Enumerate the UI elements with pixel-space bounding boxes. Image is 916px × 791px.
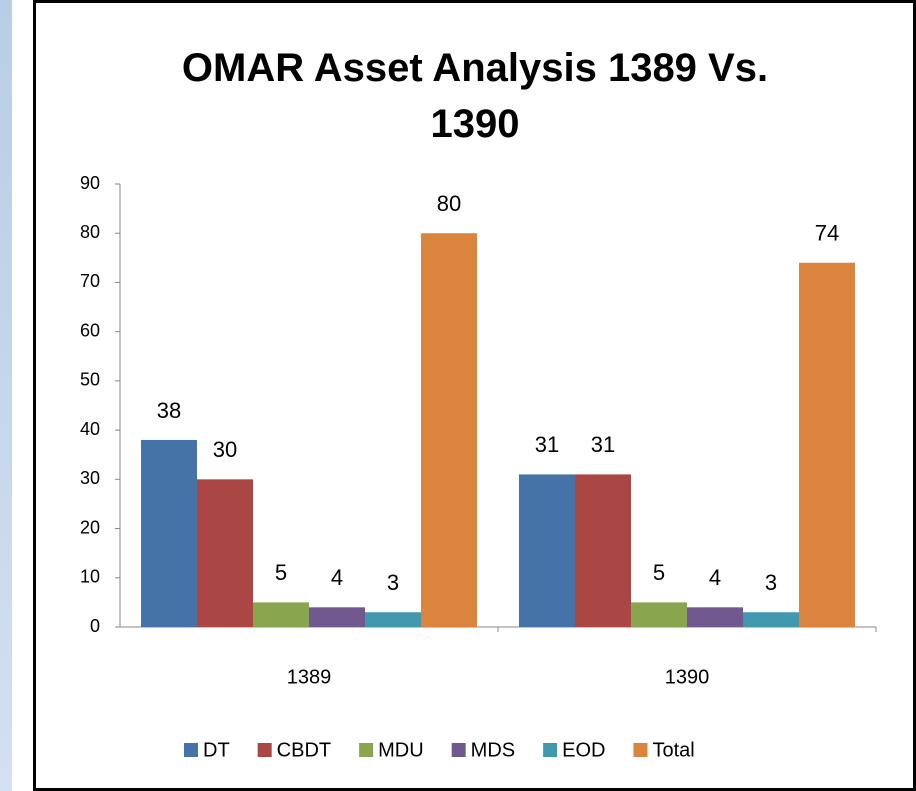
legend-label: Total <box>652 739 694 761</box>
legend-label: DT <box>203 739 230 761</box>
x-tick-label: 1389 <box>287 666 332 688</box>
data-label: 30 <box>213 437 237 462</box>
bar <box>421 233 477 627</box>
legend-label: MDS <box>471 739 515 761</box>
bar <box>309 607 365 627</box>
legend-label: MDU <box>378 739 424 761</box>
bar <box>743 612 799 627</box>
data-label: 4 <box>331 565 343 590</box>
legend-swatch <box>359 743 374 757</box>
legend-swatch <box>451 743 466 757</box>
legend-swatch <box>184 743 198 757</box>
data-label: 31 <box>591 432 615 457</box>
legend-swatch <box>543 743 558 757</box>
data-label: 3 <box>387 570 399 595</box>
bar <box>197 479 253 627</box>
legend-swatch <box>257 743 272 757</box>
data-label: 4 <box>709 565 721 590</box>
y-tick-label: 30 <box>80 468 100 488</box>
side-strip <box>0 0 12 791</box>
y-tick-label: 70 <box>80 271 100 291</box>
bar <box>365 612 421 627</box>
y-tick-label: 40 <box>80 419 100 439</box>
data-label: 74 <box>815 221 839 246</box>
x-tick-label: 1390 <box>665 666 710 688</box>
data-label: 38 <box>157 398 181 423</box>
y-tick-label: 0 <box>90 616 100 636</box>
legend-swatch <box>633 743 648 757</box>
y-tick-label: 90 <box>80 173 100 193</box>
data-label: 5 <box>653 560 665 585</box>
bar <box>687 607 743 627</box>
bar <box>575 474 631 627</box>
chart-frame <box>33 0 916 791</box>
data-label: 3 <box>765 570 777 595</box>
data-label: 31 <box>535 432 559 457</box>
data-label: 80 <box>437 191 461 216</box>
y-tick-label: 60 <box>80 320 100 340</box>
y-tick-label: 20 <box>80 517 100 537</box>
y-tick-label: 50 <box>80 370 100 390</box>
bar <box>253 602 309 627</box>
bar <box>799 262 855 627</box>
legend-label: EOD <box>562 739 605 761</box>
chart-title: OMAR Asset Analysis 1389 Vs. 1390 <box>181 46 769 146</box>
bar <box>631 602 687 627</box>
y-tick-label: 80 <box>80 222 100 242</box>
data-label: 5 <box>275 560 287 585</box>
bar <box>141 439 197 627</box>
y-tick-label: 10 <box>80 567 100 587</box>
bar <box>519 474 575 627</box>
legend-label: CBDT <box>277 739 331 761</box>
